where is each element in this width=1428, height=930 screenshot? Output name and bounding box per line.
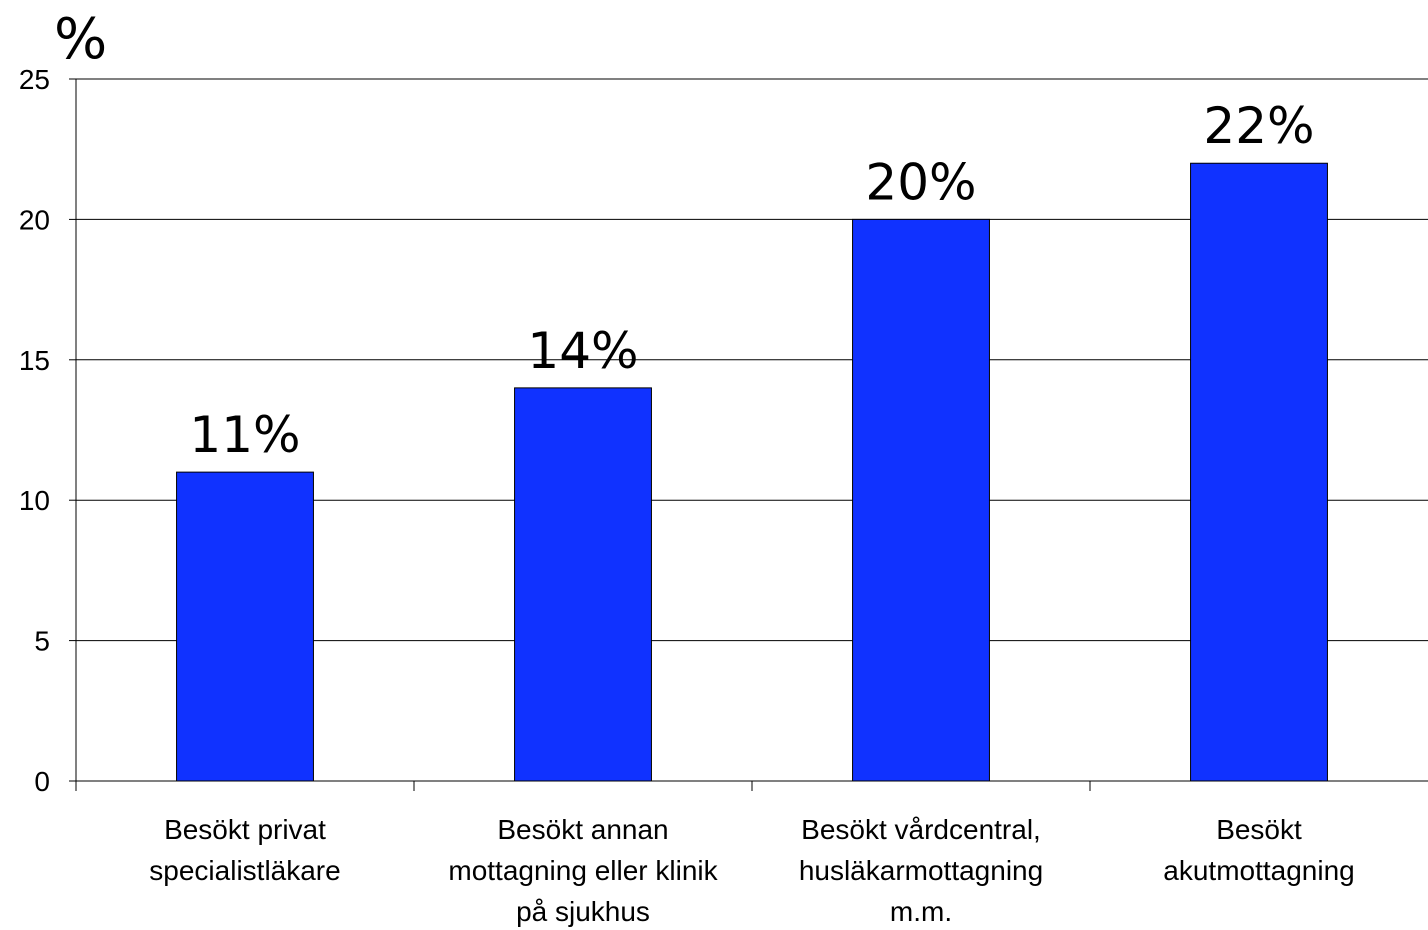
x-category-label: Besökt akutmottagning (1163, 814, 1354, 886)
x-category-label-line: Besökt annan (497, 814, 668, 845)
bars (176, 162, 1328, 782)
y-tick-label: 0 (34, 766, 50, 797)
data-label: 22% (1203, 97, 1314, 155)
y-tick-label: 15 (19, 345, 50, 376)
x-category-label-line: mottagning eller klinik (448, 855, 718, 886)
data-label: 11% (189, 406, 300, 464)
x-category-label: Besökt vårdcentral, husläkarmottagning m.m… (799, 814, 1043, 927)
x-axis: Besökt privat specialistläkare Besökt anna… (75, 780, 1428, 927)
y-tick-label: 10 (19, 485, 50, 516)
x-category-label-line: Besökt (1216, 814, 1302, 845)
x-category-label-line: specialistläkare (149, 855, 340, 886)
data-label: 20% (865, 153, 976, 211)
x-category-label: Besökt annan mottagning eller klinik på sj… (448, 814, 718, 927)
bar (514, 387, 652, 782)
x-category-label-line: akutmottagning (1163, 855, 1354, 886)
y-tick-label: 20 (19, 204, 50, 235)
bar (852, 218, 990, 782)
data-label: 14% (527, 322, 638, 380)
bar (1190, 162, 1328, 782)
x-category-label-line: m.m. (890, 896, 952, 927)
x-category-label-line: husläkarmottagning (799, 855, 1043, 886)
y-axis-unit-label: % (54, 7, 107, 72)
y-tick-label: 5 (34, 626, 50, 657)
x-category-label-line: Besökt privat (164, 814, 326, 845)
x-category-label-line: på sjukhus (516, 896, 650, 927)
y-axis: 0 5 10 15 20 25 (19, 64, 77, 797)
data-labels: 11% 14% 20% 22% (189, 97, 1314, 464)
x-category-label: Besökt privat specialistläkare (149, 814, 340, 886)
x-category-label-line: Besökt vårdcentral, (801, 814, 1041, 845)
bar (176, 471, 314, 782)
y-tick-label: 25 (19, 64, 50, 95)
